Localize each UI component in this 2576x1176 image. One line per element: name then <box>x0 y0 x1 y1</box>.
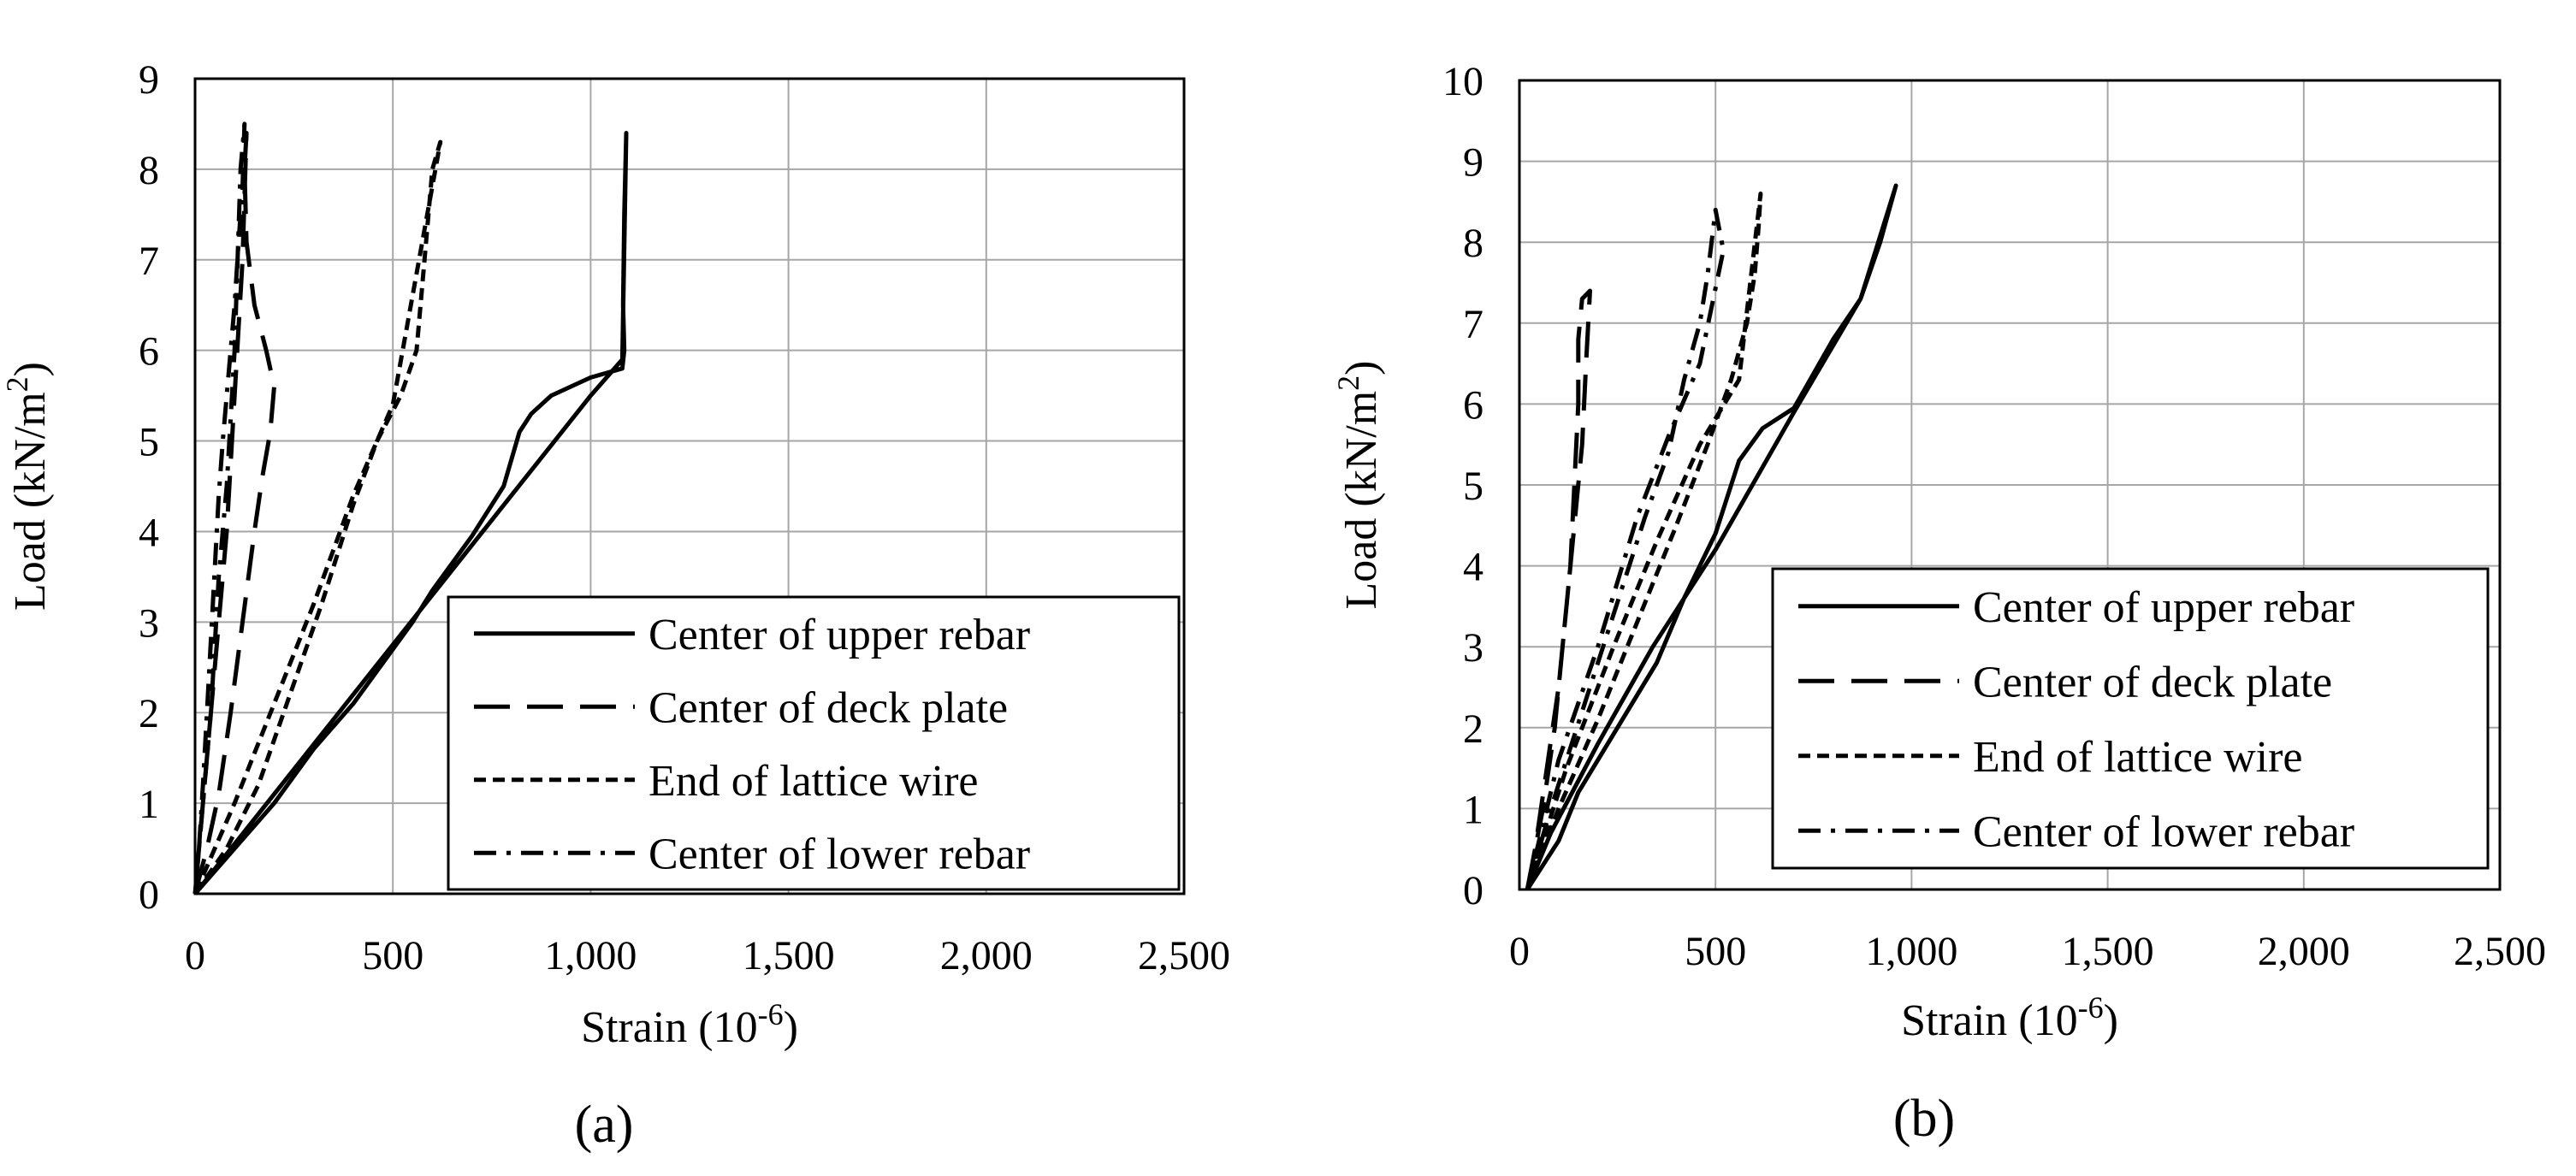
y-tick-label: 2 <box>1463 706 1483 752</box>
y-tick-label: 0 <box>1463 868 1483 913</box>
legend-label-end-of-lattice-wire: End of lattice wire <box>1973 733 2303 782</box>
legend-box <box>447 595 1181 891</box>
y-tick-label: 9 <box>139 57 159 103</box>
legend-label-center-of-upper-rebar: Center of upper rebar <box>1973 583 2354 632</box>
x-axis-title: Strain (10-6) <box>581 997 798 1052</box>
panel-label: (b) <box>1893 1090 1955 1148</box>
legend-box <box>1771 567 2490 870</box>
y-tick-label: 3 <box>1463 625 1483 671</box>
y-tick-label: 2 <box>139 691 159 736</box>
plot-area <box>1518 79 2502 891</box>
y-tick-label: 10 <box>1442 59 1483 104</box>
y-tick-label: 5 <box>1463 464 1483 509</box>
y-tick-label: 7 <box>1463 302 1483 347</box>
legend-label-end-of-lattice-wire: End of lattice wire <box>648 757 979 806</box>
series-line-center-of-lower-rebar <box>192 121 247 895</box>
y-tick-label: 1 <box>1463 787 1483 832</box>
chart-panel-b: 0 500 1,000 1,500 2,000 2,500 0 1 2 3 4 5 6 7 8 9 10 Stra… <box>1331 59 2546 1148</box>
legend: Center of upper rebar Center of deck plat… <box>1771 567 2490 870</box>
panel-label: (a) <box>575 1096 634 1154</box>
series-line-end-of-lattice-wire <box>1525 191 1763 890</box>
y-tick-label: 3 <box>139 600 159 646</box>
y-tick-label: 4 <box>139 510 159 555</box>
legend-label-center-of-lower-rebar: Center of lower rebar <box>648 830 1030 878</box>
y-tick-label: 6 <box>1463 382 1483 428</box>
legend: Center of upper rebar Center of deck plat… <box>447 595 1181 891</box>
plot-area <box>193 77 1186 895</box>
series-line-center-of-upper-rebar <box>193 131 629 895</box>
series-line-center-of-lower-rebar <box>1525 207 1726 890</box>
x-tick-label: 1,000 <box>1865 929 1957 974</box>
y-axis-title: Load (kN/m2) <box>0 362 55 611</box>
y-tick-label: 5 <box>139 420 159 465</box>
y-axis-title: Load (kN/m2) <box>1331 361 1386 610</box>
y-tick-label: 1 <box>139 782 159 827</box>
x-tick-label: 500 <box>362 933 423 978</box>
legend-label-center-of-deck-plate: Center of deck plate <box>648 683 1008 732</box>
x-tick-label: 1,500 <box>743 933 835 978</box>
series-line-center-of-deck-plate <box>1525 288 1592 890</box>
y-tick-label: 4 <box>1463 545 1483 590</box>
y-tick-label: 7 <box>139 239 159 284</box>
x-tick-label: 0 <box>1509 929 1530 974</box>
series-line-center-of-upper-rebar <box>1525 183 1898 891</box>
series-line-center-of-deck-plate <box>192 131 276 895</box>
legend-label-center-of-deck-plate: Center of deck plate <box>1973 658 2332 706</box>
x-axis-title: Strain (10-6) <box>1901 990 2118 1045</box>
x-tick-label: 0 <box>185 933 205 978</box>
legend-label-center-of-lower-rebar: Center of lower rebar <box>1973 807 2354 856</box>
y-tick-label: 8 <box>1463 221 1483 266</box>
y-tick-label: 8 <box>139 148 159 193</box>
y-tick-label: 0 <box>139 872 159 918</box>
series-line-end-of-lattice-wire <box>192 139 443 895</box>
legend-label-center-of-upper-rebar: Center of upper rebar <box>648 611 1030 659</box>
x-tick-label: 1,000 <box>544 933 637 978</box>
x-tick-label: 1,500 <box>2062 929 2154 974</box>
chart-panel-a: 0 500 1,000 1,500 2,000 2,500 0 1 2 3 4 5 6 7 8 9 Strain… <box>0 57 1230 1154</box>
x-tick-label: 2,500 <box>1138 933 1230 978</box>
y-tick-label: 6 <box>139 329 159 375</box>
y-tick-label: 9 <box>1463 140 1483 186</box>
x-tick-label: 2,500 <box>2454 929 2546 974</box>
x-tick-label: 500 <box>1685 929 1746 974</box>
x-tick-label: 2,000 <box>2258 929 2350 974</box>
x-tick-label: 2,000 <box>940 933 1033 978</box>
